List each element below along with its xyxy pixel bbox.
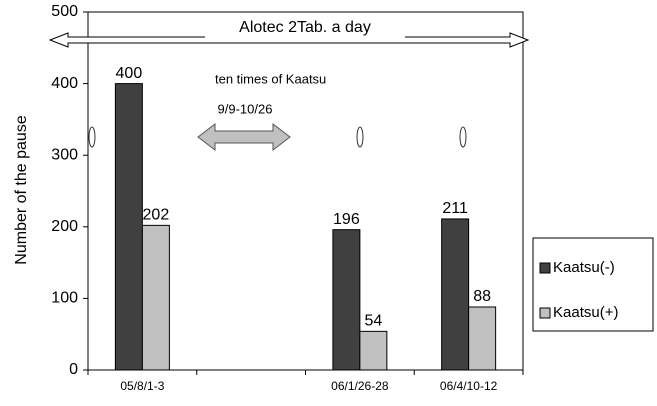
y-tick-label: 0 bbox=[69, 361, 78, 378]
bar bbox=[114, 83, 143, 371]
period-arrow bbox=[48, 32, 530, 48]
legend-swatch bbox=[539, 262, 551, 274]
kaatsu-arrow bbox=[197, 122, 291, 152]
y-tick-label: 500 bbox=[51, 3, 78, 20]
value-label: 196 bbox=[333, 211, 360, 228]
x-tick-label: 06/4/10-12 bbox=[440, 379, 498, 393]
y-axis-label: Number of the pause bbox=[13, 115, 30, 265]
bar bbox=[441, 218, 470, 371]
x-tick-label: 06/1/26-28 bbox=[331, 379, 389, 393]
x-tick-label: 05/8/1-3 bbox=[120, 379, 164, 393]
legend-label: Kaatsu(+) bbox=[553, 304, 618, 321]
annotation: 9/9-10/26 bbox=[218, 101, 273, 116]
y-tick-label: 400 bbox=[51, 75, 78, 92]
value-label: 400 bbox=[116, 65, 143, 82]
value-label: 54 bbox=[364, 313, 382, 330]
bar bbox=[468, 306, 497, 371]
bar bbox=[141, 224, 170, 371]
annotation: ten times of Kaatsu bbox=[215, 71, 326, 86]
label-backdrop bbox=[205, 18, 405, 38]
legend-label: Kaatsu(-) bbox=[553, 259, 615, 276]
y-tick-label: 100 bbox=[51, 290, 78, 307]
value-label: 202 bbox=[143, 207, 170, 224]
legend-swatch bbox=[539, 307, 551, 319]
y-tick-label: 300 bbox=[51, 146, 78, 163]
value-label: 88 bbox=[473, 288, 491, 305]
annotation: Alotec 2Tab. a day bbox=[239, 19, 371, 36]
bar bbox=[332, 229, 361, 371]
value-label: 211 bbox=[442, 200, 468, 217]
y-tick-label: 200 bbox=[51, 218, 78, 235]
bar bbox=[359, 330, 388, 371]
legend-box bbox=[532, 237, 654, 332]
